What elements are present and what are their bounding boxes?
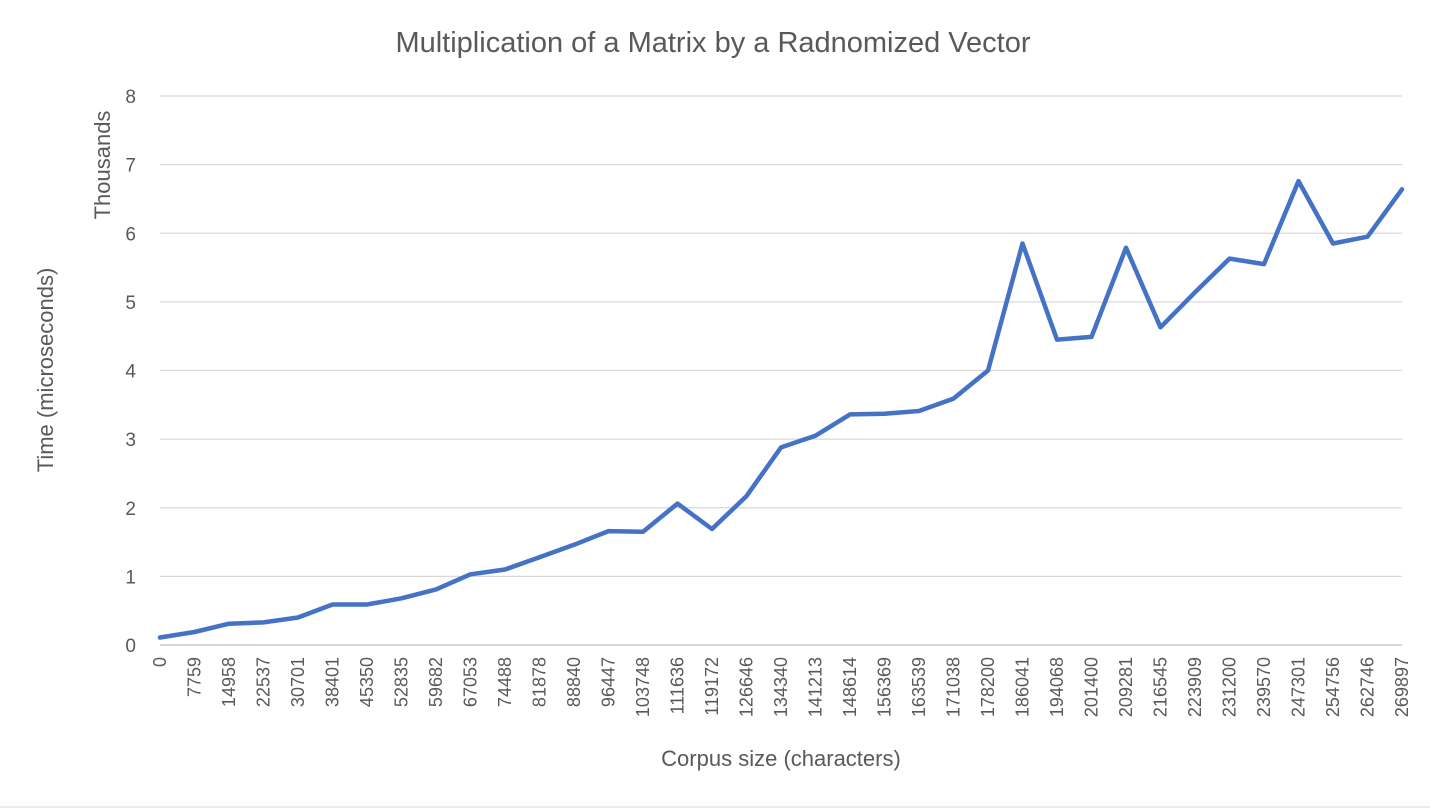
x-tick-label: 148614 xyxy=(840,657,860,717)
x-tick-label: 126646 xyxy=(737,657,757,717)
y-tick-label: 2 xyxy=(125,499,136,520)
x-tick-label: 134340 xyxy=(771,657,791,717)
x-tick-label: 254756 xyxy=(1323,657,1343,717)
x-tick-label: 0 xyxy=(150,657,170,667)
x-tick-label: 81878 xyxy=(530,657,550,707)
x-tick-label: 14958 xyxy=(219,657,239,707)
y-axis-ticks: 0 1 2 3 4 5 6 7 8 xyxy=(125,87,136,657)
y-tick-label: 8 xyxy=(125,87,136,108)
y-axis-units-label: Thousands xyxy=(90,111,115,220)
x-tick-label: 59682 xyxy=(426,657,446,707)
x-tick-label: 30701 xyxy=(288,657,308,707)
x-tick-label: 186041 xyxy=(1013,657,1033,717)
x-tick-label: 38401 xyxy=(323,657,343,707)
y-tick-label: 4 xyxy=(125,362,136,383)
x-tick-label: 119172 xyxy=(702,657,722,716)
y-tick-label: 0 xyxy=(125,636,136,657)
x-tick-label: 74488 xyxy=(495,657,515,707)
x-tick-label: 178200 xyxy=(978,657,998,717)
series-line xyxy=(157,178,1405,640)
chart-title: Multiplication of a Matrix by a Radnomiz… xyxy=(395,27,1030,59)
x-tick-label: 103748 xyxy=(633,657,653,717)
x-tick-label: 7759 xyxy=(185,657,205,697)
gridlines xyxy=(160,95,1402,646)
x-tick-label: 209281 xyxy=(1116,657,1136,717)
x-tick-label: 163539 xyxy=(909,657,929,717)
x-axis-ticks: 0 7759 14958 22537 30701 38401 45350 52835 59682… xyxy=(150,657,1412,717)
x-tick-label: 22537 xyxy=(254,657,274,707)
x-tick-label: 88840 xyxy=(564,657,584,707)
x-tick-label: 111636 xyxy=(668,657,688,714)
x-tick-label: 223909 xyxy=(1185,657,1205,717)
y-tick-label: 3 xyxy=(125,430,136,451)
x-tick-label: 239570 xyxy=(1254,657,1274,717)
x-tick-label: 231200 xyxy=(1220,657,1240,717)
y-axis-title: Time (microseconds) xyxy=(33,268,58,473)
x-tick-label: 201400 xyxy=(1082,657,1102,717)
x-tick-label: 247301 xyxy=(1289,657,1309,717)
x-tick-label: 141213 xyxy=(806,657,826,717)
x-tick-label: 262746 xyxy=(1358,657,1378,717)
y-tick-label: 1 xyxy=(125,567,136,588)
x-tick-label: 52835 xyxy=(392,657,412,707)
x-tick-label: 171038 xyxy=(944,657,964,717)
series-layer xyxy=(157,178,1405,640)
x-tick-label: 45350 xyxy=(357,657,377,707)
y-tick-label: 5 xyxy=(125,293,136,314)
x-tick-label: 269897 xyxy=(1392,657,1412,717)
x-tick-label: 67053 xyxy=(461,657,481,707)
x-tick-label: 216545 xyxy=(1151,657,1171,717)
x-tick-label: 96447 xyxy=(599,657,619,707)
y-tick-label: 7 xyxy=(125,156,136,177)
x-tick-label: 194068 xyxy=(1047,657,1067,717)
x-axis-title: Corpus size (characters) xyxy=(661,746,901,771)
x-tick-label: 156369 xyxy=(875,657,895,717)
y-tick-label: 6 xyxy=(125,224,136,245)
